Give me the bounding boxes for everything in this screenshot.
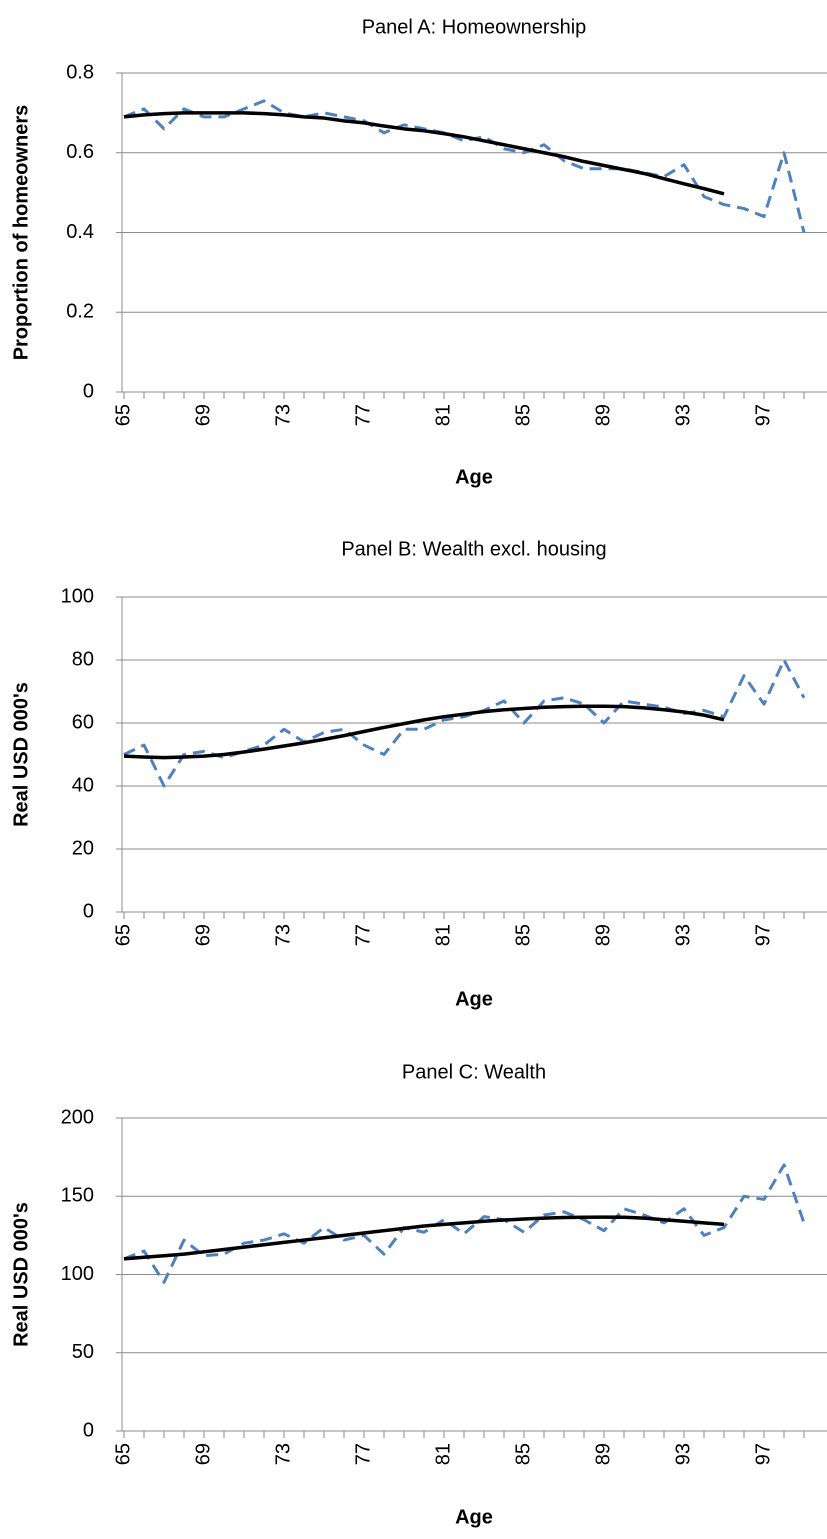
x-axis-title: Age (455, 1506, 493, 1528)
y-tick-label: 0.6 (66, 141, 94, 163)
x-tick-label: 97 (752, 1443, 774, 1465)
x-tick-label: 85 (512, 1443, 534, 1465)
x-tick-label: 65 (112, 1443, 134, 1465)
x-tick-label: 81 (432, 404, 454, 426)
x-tick-label: 69 (192, 1443, 214, 1465)
y-tick-label: 0 (83, 900, 94, 922)
y-tick-label: 80 (72, 648, 94, 670)
x-tick-label: 89 (592, 404, 614, 426)
x-tick-label: 81 (432, 1443, 454, 1465)
y-axis-title: Real USD 000's (10, 1202, 32, 1347)
y-tick-label: 200 (61, 1106, 94, 1128)
y-tick-label: 0.4 (66, 221, 94, 243)
x-tick-label: 81 (432, 924, 454, 946)
x-tick-label: 85 (512, 924, 534, 946)
y-tick-label: 50 (72, 1341, 94, 1363)
x-tick-label: 73 (272, 924, 294, 946)
x-tick-label: 93 (672, 404, 694, 426)
x-tick-label: 65 (112, 404, 134, 426)
x-tick-label: 73 (272, 1443, 294, 1465)
x-axis-title: Age (455, 988, 493, 1010)
y-tick-label: 40 (72, 774, 94, 796)
dashed-line (123, 99, 806, 233)
x-tick-label: 77 (352, 924, 374, 946)
y-tick-label: 0 (83, 1419, 94, 1441)
x-tick-label: 89 (592, 1443, 614, 1465)
x-tick-label: 89 (592, 924, 614, 946)
y-tick-label: 0 (83, 380, 94, 402)
x-tick-label: 65 (112, 924, 134, 946)
x-tick-label: 93 (672, 1443, 694, 1465)
x-tick-label: 85 (512, 404, 534, 426)
chart-title: Panel B: Wealth excl. housing (341, 538, 606, 560)
x-axis-title: Age (455, 466, 493, 488)
chart-title: Panel C: Wealth (402, 1061, 546, 1083)
y-tick-label: 100 (61, 1263, 94, 1285)
y-tick-label: 100 (61, 585, 94, 607)
x-tick-label: 77 (352, 404, 374, 426)
x-tick-label: 73 (272, 404, 294, 426)
y-tick-label: 0.8 (66, 61, 94, 83)
y-tick-label: 150 (61, 1185, 94, 1207)
chart-title: Panel A: Homeownership (362, 16, 587, 38)
dashed-line (123, 1163, 806, 1284)
solid-line (123, 704, 725, 760)
y-tick-label: 60 (72, 711, 94, 733)
x-tick-label: 69 (192, 404, 214, 426)
x-tick-label: 93 (672, 924, 694, 946)
x-tick-label: 69 (192, 924, 214, 946)
x-tick-label: 97 (752, 404, 774, 426)
x-tick-label: 77 (352, 1443, 374, 1465)
y-tick-label: 20 (72, 837, 94, 859)
x-tick-label: 97 (752, 924, 774, 946)
y-axis-title: Real USD 000's (10, 682, 32, 827)
y-axis-title: Proportion of homeowners (10, 105, 32, 361)
y-tick-label: 0.2 (66, 301, 94, 323)
solid-line (123, 111, 725, 196)
solid-line (123, 1215, 725, 1261)
